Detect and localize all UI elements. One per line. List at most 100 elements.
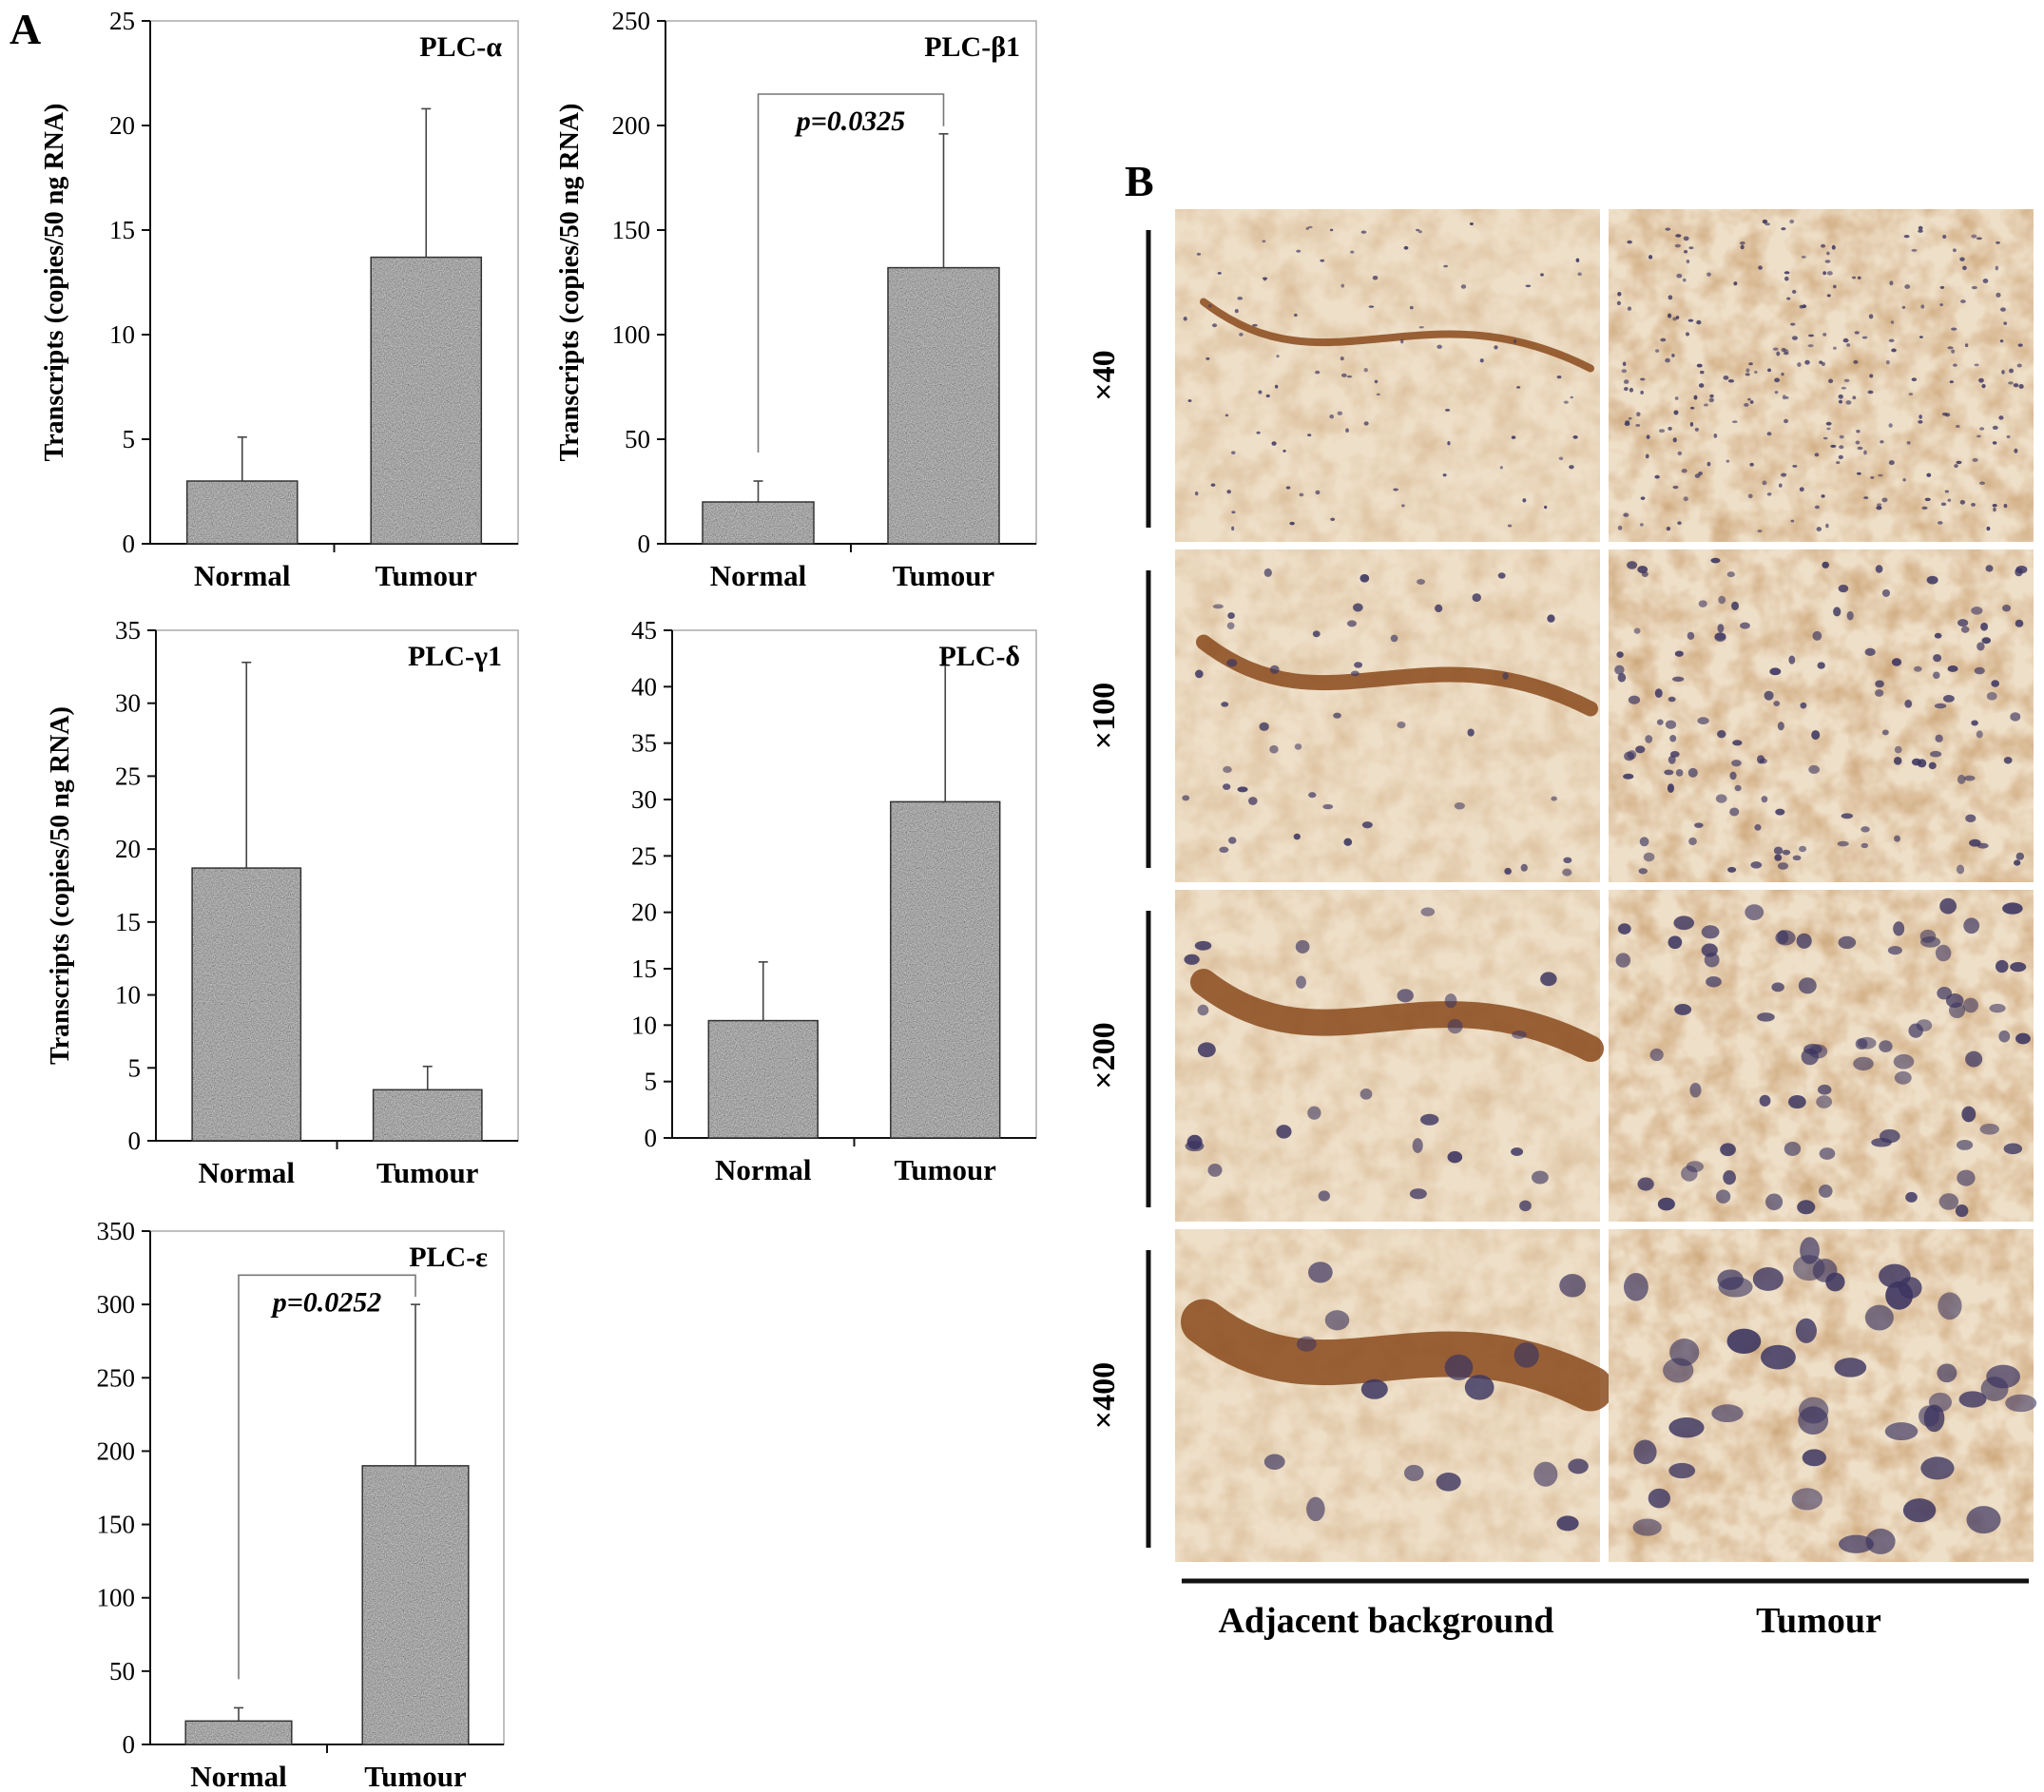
nucleus — [1845, 400, 1852, 405]
nucleus — [1940, 502, 1947, 507]
nucleus — [1956, 424, 1960, 429]
nucleus — [1842, 337, 1849, 343]
nucleus — [1726, 571, 1735, 578]
nucleus — [1956, 864, 1965, 875]
nucleus — [1305, 227, 1309, 230]
nucleus — [1839, 445, 1844, 450]
y-axis-label: Transcripts (copies/50 ng RNA) — [46, 706, 75, 1065]
nucleus — [1935, 944, 1952, 962]
nucleus — [1957, 619, 1969, 627]
nucleus — [1762, 480, 1767, 486]
tissue-texture — [1175, 890, 1600, 1222]
nucleus — [1869, 374, 1874, 378]
nucleus — [1995, 265, 1999, 271]
nucleus — [1697, 717, 1709, 725]
nucleus — [1632, 1518, 1662, 1536]
nucleus — [1689, 406, 1695, 410]
y-tick-label: 0 — [645, 1124, 658, 1152]
nucleus — [1937, 1363, 1957, 1383]
nucleus — [1734, 784, 1742, 792]
nucleus — [1675, 234, 1682, 238]
nucleus — [1299, 492, 1304, 497]
nucleus — [1437, 344, 1442, 349]
nucleus — [1563, 857, 1572, 864]
nucleus — [1668, 1462, 1696, 1479]
nucleus — [2009, 368, 2015, 374]
nucleus — [1224, 414, 1229, 417]
nucleus — [1643, 852, 1655, 862]
nucleus — [2014, 859, 2021, 866]
category-label: Normal — [190, 1760, 287, 1792]
nucleus — [1976, 237, 1982, 241]
nucleus — [1330, 517, 1336, 521]
epithelial-lining — [1190, 969, 1604, 1063]
y-tick-label: 250 — [97, 1363, 136, 1392]
nucleus — [1654, 688, 1663, 698]
nucleus — [1793, 1255, 1825, 1281]
nucleus — [1791, 1488, 1822, 1511]
y-tick-label: 20 — [109, 111, 135, 140]
nucleus — [1784, 271, 1790, 275]
y-tick-label: 25 — [631, 841, 657, 870]
nucleus — [1957, 1169, 1976, 1186]
nucleus — [1867, 390, 1874, 395]
nucleus — [1727, 379, 1735, 383]
nucleus — [1939, 285, 1945, 289]
nucleus — [1888, 423, 1893, 428]
nucleus — [1978, 481, 1986, 486]
nucleus — [1709, 394, 1714, 398]
nucleus — [1952, 248, 1957, 253]
nucleus — [1838, 584, 1849, 593]
nucleus — [1771, 982, 1784, 992]
nucleus — [1830, 444, 1837, 448]
category-label: Normal — [194, 559, 291, 592]
y-tick-label: 300 — [97, 1290, 136, 1319]
nucleus — [1962, 265, 1967, 271]
nucleus — [1875, 680, 1884, 688]
nucleus — [1911, 758, 1921, 766]
nucleus — [1957, 774, 1966, 784]
y-axis-label: Transcripts (copies/50 ng RNA) — [555, 104, 585, 462]
nucleus — [1833, 607, 1842, 617]
nucleus — [1231, 511, 1236, 514]
nucleus — [1635, 424, 1641, 427]
nucleus — [1187, 399, 1192, 403]
nucleus — [1306, 1496, 1325, 1522]
nucleus — [1667, 783, 1674, 793]
nucleus — [1683, 496, 1688, 502]
tissue-texture — [1175, 209, 1600, 542]
nucleus — [1525, 284, 1532, 288]
bar-tumour — [890, 800, 1001, 1139]
nucleus — [1919, 414, 1922, 419]
nucleus — [1995, 959, 2009, 973]
nucleus — [1577, 272, 1582, 277]
nucleus — [1846, 610, 1854, 621]
nucleus — [1182, 795, 1190, 801]
nucleus — [1745, 373, 1750, 376]
category-label: Tumour — [376, 1156, 479, 1189]
nucleus — [2013, 383, 2019, 388]
nucleus — [1217, 272, 1222, 275]
nucleus — [1843, 378, 1850, 383]
nucleus — [1796, 933, 1812, 949]
nucleus — [1563, 400, 1569, 404]
nucleus — [1627, 306, 1632, 311]
nucleus — [1782, 849, 1791, 856]
nucleus — [1469, 222, 1474, 225]
y-tick-label: 45 — [631, 616, 657, 645]
nucleus — [1733, 281, 1738, 286]
nucleus — [1781, 227, 1786, 231]
nucleus — [1657, 1197, 1675, 1211]
nucleus — [1846, 343, 1851, 347]
nucleus — [1974, 666, 1985, 675]
nucleus — [1409, 305, 1414, 310]
nucleus — [1627, 240, 1632, 244]
nucleus — [1205, 356, 1210, 360]
nucleus — [1718, 595, 1726, 605]
nucleus — [1472, 593, 1481, 603]
nucleus — [1649, 1048, 1664, 1062]
bar-charts-panel-a: 0 5 10 15 20 25 Normal Tumour PLC-α Transcripts (… — [40, 7, 1037, 1792]
nucleus — [1494, 345, 1498, 350]
nucleus — [1921, 506, 1928, 510]
nucleus — [1977, 642, 1985, 651]
